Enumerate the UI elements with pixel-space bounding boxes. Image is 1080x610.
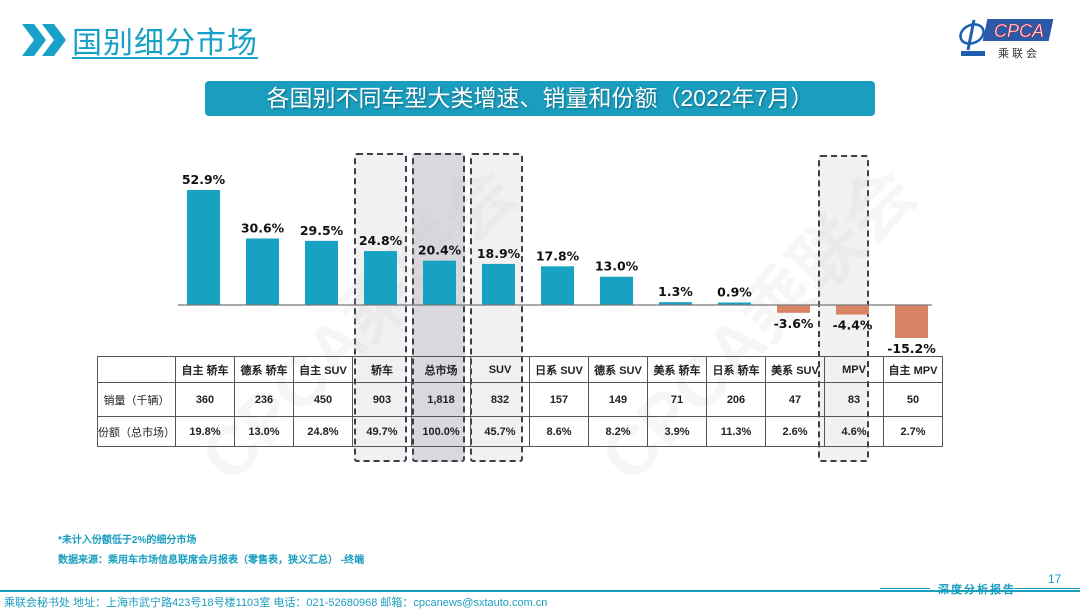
bar — [541, 266, 574, 305]
column-header: 轿车 — [352, 356, 412, 383]
bar — [600, 276, 633, 305]
footer-rule — [0, 590, 1080, 592]
data-label: 13.0% — [595, 259, 639, 274]
bar — [836, 305, 869, 315]
bar — [187, 190, 220, 305]
data-label: 30.6% — [241, 220, 285, 235]
column-header: 自主 SUV — [293, 356, 353, 383]
bar — [777, 305, 810, 313]
sales-cell: 206 — [706, 382, 766, 417]
row-header-sales: 销量（千辆） — [97, 382, 176, 417]
table-row-share: 份额（总市场） 19.8% 13.0% 24.8% 49.7% 100.0% 4… — [97, 416, 943, 447]
column-header: 德系 轿车 — [234, 356, 294, 383]
column-header: 日系 SUV — [529, 356, 589, 383]
table-row-sales: 销量（千辆） 360 236 450 903 1,818 832 157 149… — [97, 382, 943, 417]
data-label: 0.9% — [717, 285, 752, 300]
sales-cell: 903 — [352, 382, 412, 417]
footnote: *未计入份额低于2%的细分市场 — [58, 535, 197, 546]
report-tag: 深度分析报告 — [938, 581, 1016, 597]
svg-text:CPCA: CPCA — [994, 21, 1044, 41]
data-label: -4.4% — [833, 318, 873, 333]
share-cell: 4.6% — [824, 416, 884, 447]
share-cell: 2.6% — [765, 416, 825, 447]
data-label: -15.2% — [887, 341, 936, 356]
data-label: 20.4% — [418, 243, 462, 258]
sales-cell: 149 — [588, 382, 648, 417]
share-cell: 49.7% — [352, 416, 412, 447]
sales-cell: 157 — [529, 382, 589, 417]
page-title: 国别细分市场 — [72, 27, 258, 60]
column-header: 日系 轿车 — [706, 356, 766, 383]
table-header-row: 自主 轿车 德系 轿车 自主 SUV 轿车 总市场 SUV 日系 SUV 德系 … — [97, 356, 943, 383]
chevron-right-icon — [22, 24, 66, 56]
data-label: 18.9% — [477, 246, 521, 261]
bar — [659, 302, 692, 305]
bar — [305, 240, 338, 305]
sales-cell: 236 — [234, 382, 294, 417]
data-label: 24.8% — [359, 233, 403, 248]
sales-cell: 47 — [765, 382, 825, 417]
sales-cell: 1,818 — [411, 382, 471, 417]
column-header: 总市场 — [411, 356, 471, 383]
data-label: 17.8% — [536, 248, 580, 263]
data-label: 52.9% — [182, 172, 226, 187]
column-header: 自主 轿车 — [175, 356, 235, 383]
share-cell: 19.8% — [175, 416, 235, 447]
share-cell: 24.8% — [293, 416, 353, 447]
data-label: 1.3% — [658, 284, 693, 299]
bar — [246, 238, 279, 305]
share-cell: 11.3% — [706, 416, 766, 447]
sales-cell: 50 — [883, 382, 943, 417]
column-header: MPV — [824, 356, 884, 383]
share-cell: 2.7% — [883, 416, 943, 447]
share-cell: 8.2% — [588, 416, 648, 447]
sales-cell: 83 — [824, 382, 884, 417]
share-cell: 100.0% — [411, 416, 471, 447]
share-cell: 3.9% — [647, 416, 707, 447]
column-header: SUV — [470, 356, 530, 383]
sales-cell: 360 — [175, 382, 235, 417]
table-corner-cell — [97, 356, 176, 383]
bar — [482, 263, 515, 305]
footer-divider — [1014, 588, 1080, 589]
column-header: 德系 SUV — [588, 356, 648, 383]
footer-contact: 乘联会秘书处 地址：上海市武宁路423号18号楼1103室 电话：021-526… — [4, 597, 548, 609]
sales-cell: 71 — [647, 382, 707, 417]
sales-cell: 450 — [293, 382, 353, 417]
share-cell: 8.6% — [529, 416, 589, 447]
row-header-share: 份额（总市场） — [97, 416, 176, 447]
chart-title-banner: 各国别不同车型大类增速、销量和份额（2022年7月） — [205, 81, 875, 116]
column-header: 自主 MPV — [883, 356, 943, 383]
bar — [423, 260, 456, 305]
share-cell: 13.0% — [234, 416, 294, 447]
column-header: 美系 SUV — [765, 356, 825, 383]
sales-cell: 832 — [470, 382, 530, 417]
column-header: 美系 轿车 — [647, 356, 707, 383]
data-label: 29.5% — [300, 223, 344, 238]
share-cell: 45.7% — [470, 416, 530, 447]
cpca-logo: CPCA 乘联会 — [958, 16, 1056, 60]
bar — [895, 305, 928, 339]
page-number: 17 — [1048, 572, 1062, 586]
svg-text:乘联会: 乘联会 — [998, 47, 1040, 60]
footer-divider — [880, 588, 930, 589]
growth-bar-chart: 52.9% 30.6% 29.5% 24.8% 20.4% 18.9% 17.8% 13.0%… — [178, 172, 936, 356]
data-source-note: 数据来源：乘用车市场信息联席会月报表（零售表，狭义汇总） -终端 — [58, 555, 365, 566]
bar — [718, 302, 751, 305]
sales-share-table: 自主 轿车 德系 轿车 自主 SUV 轿车 总市场 SUV 日系 SUV 德系 … — [97, 356, 943, 447]
bar — [364, 251, 397, 305]
data-label: -3.6% — [774, 316, 814, 331]
